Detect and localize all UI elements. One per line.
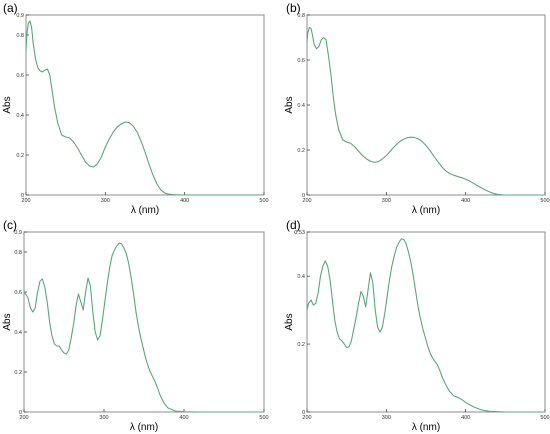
y-tick-label: 0.2 — [297, 148, 305, 154]
y-tick-label: 0.2 — [16, 153, 24, 159]
y-tick-label: 0.8 — [14, 250, 22, 256]
x-tick-label: 300 — [382, 198, 391, 204]
x-tick-label: 200 — [19, 415, 28, 421]
panel-label: (a) — [3, 1, 18, 15]
panel-4: (d) 200 300 400 500 0 0.2 0.4 0.53 λ (nm) Abs — [284, 218, 550, 433]
plot-frame — [23, 231, 265, 413]
panel-label: (b) — [286, 1, 301, 15]
x-axis-label: λ (nm) — [130, 422, 158, 433]
x-tick-label: 300 — [99, 415, 108, 421]
panel-3: (c) 200 300 400 500 0 0.2 0.4 0.6 0.8 0.9 λ (nm) Abs — [2, 218, 269, 433]
x-tick-label: 300 — [101, 198, 110, 204]
x-tick-label: 500 — [540, 198, 549, 204]
y-tick-label: 0.8 — [16, 33, 24, 39]
x-tick-label: 200 — [302, 198, 311, 204]
x-tick-label: 500 — [259, 415, 268, 421]
y-axis-label: Abs — [284, 313, 295, 330]
panel-1: (a) 200 300 400 500 0 0.2 0.4 0.6 0.8 0.9 λ (nm) Abs — [2, 1, 269, 216]
x-tick-label: 500 — [540, 415, 549, 421]
x-tick-label: 500 — [259, 198, 268, 204]
spectrum-line — [23, 242, 265, 413]
x-axis-label: λ (nm) — [131, 205, 159, 216]
panel-2: (b) 200 300 400 500 0 0.2 0.4 0.6 0.8 λ (nm) Abs — [284, 1, 550, 216]
y-tick-label: 0.6 — [14, 290, 22, 296]
x-tick-label: 200 — [302, 415, 311, 421]
x-tick-label: 400 — [179, 415, 188, 421]
spectrum-line — [306, 238, 546, 413]
y-axis-label: Abs — [284, 96, 295, 113]
y-tick-label: 0.4 — [16, 113, 24, 119]
y-tick-label: 0.2 — [297, 342, 305, 348]
y-tick-label: 0.4 — [14, 330, 22, 336]
y-tick-label: 0 — [302, 410, 305, 416]
x-tick-label: 400 — [180, 198, 189, 204]
x-tick-label: 300 — [382, 415, 391, 421]
x-tick-label: 400 — [461, 415, 470, 421]
x-axis-label: λ (nm) — [412, 205, 440, 216]
x-axis-label: λ (nm) — [412, 422, 440, 433]
y-tick-label: 0.6 — [16, 73, 24, 79]
plot-frame — [306, 14, 546, 196]
y-tick-label: 0.53 — [294, 230, 305, 236]
spectrum-line — [25, 20, 265, 196]
y-tick-label: 0.9 — [14, 230, 22, 236]
x-tick-label: 400 — [461, 198, 470, 204]
panel-label: (c) — [3, 218, 17, 232]
y-tick-label: 0.4 — [297, 274, 305, 280]
x-tick-label: 200 — [21, 198, 30, 204]
plot-frame — [306, 231, 546, 413]
plot-frame — [25, 14, 265, 196]
y-tick-label: 0 — [21, 193, 24, 199]
y-tick-label: 0.6 — [297, 58, 305, 64]
y-tick-label: 0 — [19, 410, 22, 416]
spectrum-line — [306, 26, 546, 196]
y-tick-label: 0.9 — [16, 13, 24, 19]
y-tick-label: 0.8 — [297, 13, 305, 19]
y-tick-label: 0.4 — [297, 103, 305, 109]
y-axis-label: Abs — [2, 96, 13, 113]
y-tick-label: 0.2 — [14, 370, 22, 376]
y-tick-label: 0 — [302, 193, 305, 199]
y-axis-label: Abs — [2, 313, 13, 330]
panel-label: (d) — [286, 218, 301, 232]
